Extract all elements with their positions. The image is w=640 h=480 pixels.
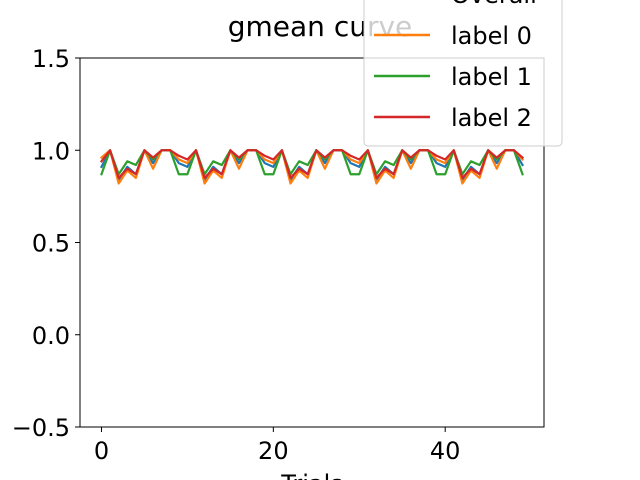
x-tick-label: 0 — [94, 437, 109, 465]
legend-label-3: label 2 — [451, 104, 532, 132]
y-tick-label: 1.0 — [32, 137, 70, 165]
y-axis-ticks: −0.5 0.0 0.5 1.0 1.5 — [12, 45, 80, 442]
legend: Overall label 0 label 1 label 2 — [363, 0, 563, 147]
x-tick-label: 20 — [258, 437, 289, 465]
y-tick-label: 0.5 — [32, 230, 70, 258]
series-line-3 — [99, 149, 525, 180]
x-axis-ticks: 0 20 40 — [94, 427, 461, 465]
legend-label-2: label 1 — [451, 63, 532, 91]
y-tick-label: 0.0 — [32, 322, 70, 350]
x-tick-label: 40 — [430, 437, 461, 465]
legend-box — [363, 0, 563, 147]
y-tick-label: −0.5 — [12, 414, 70, 442]
legend-label-1: label 0 — [451, 22, 532, 50]
series-line-2 — [100, 149, 524, 176]
series-layer — [99, 149, 525, 185]
y-tick-label: 1.5 — [32, 45, 70, 73]
legend-label-0: Overall — [451, 0, 537, 9]
x-axis-label: Trials — [280, 470, 343, 480]
